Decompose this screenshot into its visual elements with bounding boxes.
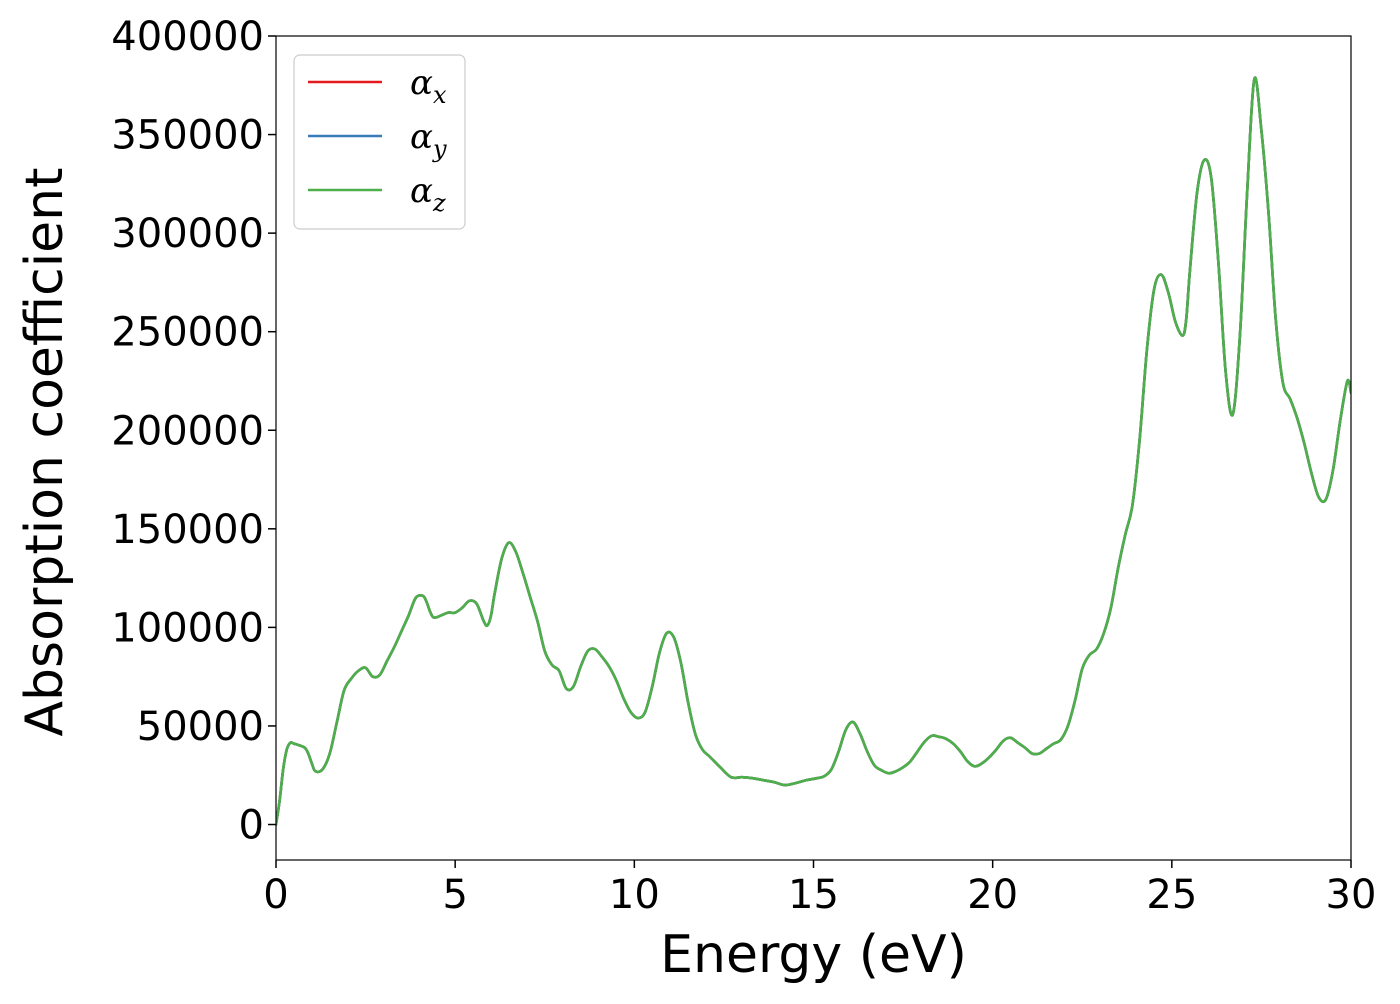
legend-label-y: αy: [410, 117, 447, 163]
x-axis-label: Energy (eV): [660, 925, 967, 985]
x-tick-label: 30: [1326, 872, 1377, 918]
series-layer: [276, 76, 1351, 826]
legend: αx αy αz: [293, 54, 466, 230]
y-tick-label: 0: [239, 803, 264, 849]
legend-label-x: αx: [410, 63, 447, 109]
legend-box: [293, 54, 466, 230]
x-tick-label: 5: [442, 872, 467, 918]
y-tick-label: 150000: [111, 507, 264, 553]
x-tick-label: 25: [1146, 872, 1197, 918]
y-axis-label: Absorption coefficient: [15, 167, 75, 736]
y-tick-label: 350000: [111, 113, 264, 159]
legend-label-z: αz: [410, 171, 446, 217]
x-tick-label: 20: [967, 872, 1018, 918]
x-tick-label: 0: [263, 872, 288, 918]
y-axis-ticks: 0 50000 100000 150000 200000 250000 300000 3500…: [111, 14, 276, 849]
x-axis-ticks: 0 5 10 15 20 25 30: [263, 860, 1376, 918]
y-tick-label: 100000: [111, 605, 264, 651]
y-tick-label: 50000: [137, 704, 264, 750]
x-tick-label: 10: [609, 872, 660, 918]
y-tick-label: 400000: [111, 14, 264, 60]
x-tick-label: 15: [788, 872, 839, 918]
y-tick-label: 300000: [111, 211, 264, 257]
y-tick-label: 200000: [111, 408, 264, 454]
series-line-z: [276, 76, 1351, 826]
y-tick-label: 250000: [111, 310, 264, 356]
